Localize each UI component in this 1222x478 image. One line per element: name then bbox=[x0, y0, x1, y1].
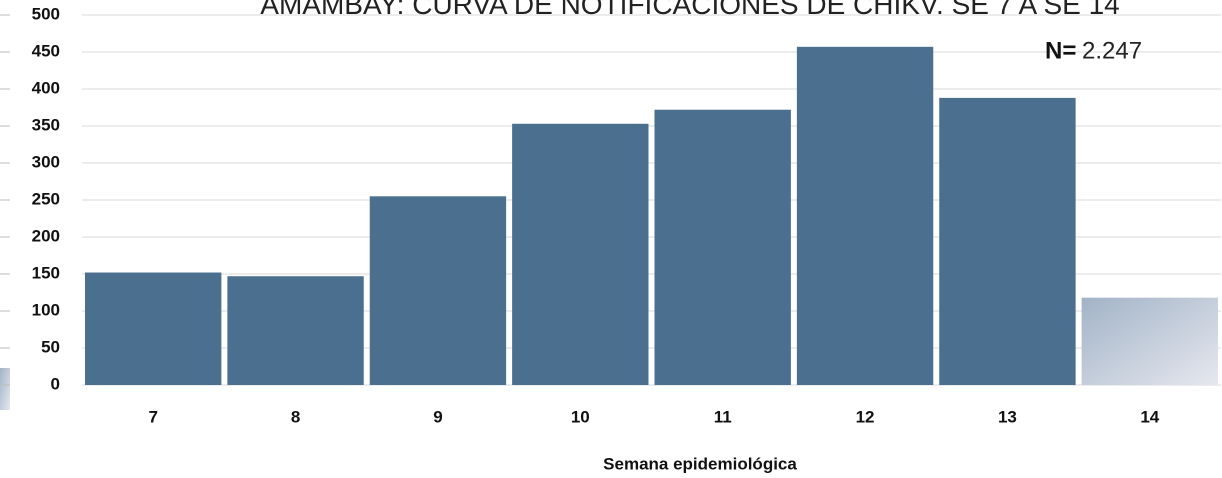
chart-title: AMAMBAY: CURVA DE NOTIFICACIONES DE CHIK… bbox=[260, 0, 1119, 20]
x-tick-label: 9 bbox=[433, 407, 442, 426]
x-axis-label: Semana epidemiológica bbox=[603, 454, 797, 473]
x-tick-label: 12 bbox=[856, 407, 875, 426]
y-tick-label: 150 bbox=[32, 263, 60, 282]
bar bbox=[939, 97, 1076, 385]
y-tick-label: 300 bbox=[32, 152, 60, 171]
bar bbox=[512, 123, 649, 385]
x-tick-label: 14 bbox=[1140, 407, 1159, 426]
y-tick-label: 250 bbox=[32, 189, 60, 208]
x-tick-label: 8 bbox=[291, 407, 300, 426]
y-tick-label: 350 bbox=[32, 115, 60, 134]
y-tick-label: 100 bbox=[32, 300, 60, 319]
y-tick-label: 450 bbox=[32, 41, 60, 60]
x-tick-label: 7 bbox=[148, 407, 157, 426]
bar bbox=[1081, 297, 1218, 385]
annotation-value: 2.247 bbox=[1082, 37, 1142, 64]
annotation-label: N= bbox=[1045, 37, 1076, 64]
bars: 7 8 9 10 11 12 13 14 bbox=[85, 46, 1218, 426]
y-tick-label: 200 bbox=[32, 226, 60, 245]
bar bbox=[369, 196, 507, 385]
y-tick-label: 400 bbox=[32, 78, 60, 97]
bar bbox=[796, 46, 934, 385]
decoration bbox=[0, 368, 10, 410]
y-tick-label: 0 bbox=[51, 374, 60, 393]
x-tick-label: 13 bbox=[998, 407, 1017, 426]
bar bbox=[227, 276, 364, 385]
y-tick-label: 500 bbox=[32, 4, 60, 23]
y-tick-label: 50 bbox=[41, 337, 60, 356]
x-tick-label: 10 bbox=[571, 407, 590, 426]
bar bbox=[654, 109, 791, 385]
x-tick-label: 11 bbox=[714, 407, 732, 426]
bar bbox=[85, 272, 222, 385]
